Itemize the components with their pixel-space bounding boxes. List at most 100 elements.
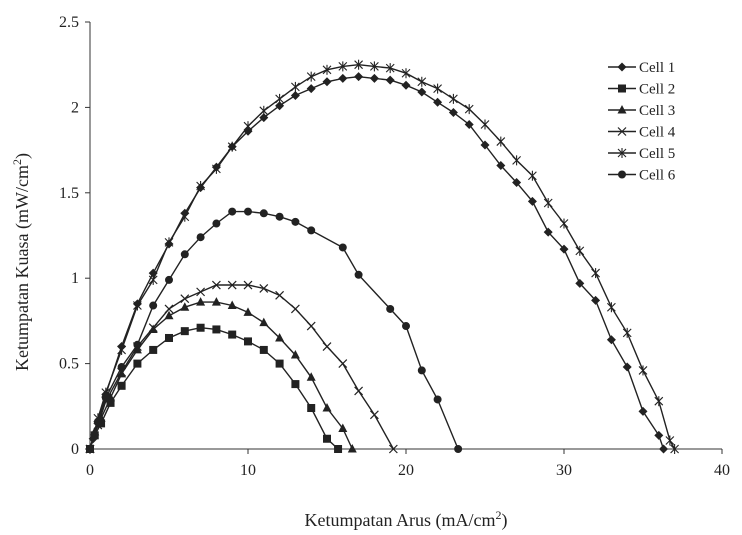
data-point: [322, 64, 332, 75]
legend-label: Cell 1: [639, 60, 675, 76]
data-point: [512, 178, 522, 188]
data-point: [212, 325, 221, 334]
series-line: [89, 63, 676, 450]
data-point: [117, 344, 126, 355]
marker-stroke: [243, 280, 253, 290]
data-point: [212, 163, 221, 174]
data-point: [196, 180, 205, 191]
y-axis-title: Ketumpatan Kuasa (mW/cm2): [10, 153, 33, 371]
data-point: [527, 196, 537, 206]
data-point: [338, 73, 348, 83]
data-point: [388, 444, 398, 454]
series-6: [86, 207, 463, 453]
data-point: [211, 297, 221, 306]
data-point: [259, 317, 269, 327]
legend-label: Cell 5: [639, 146, 675, 162]
data-point: [338, 423, 348, 433]
legend-item: Cell 5: [608, 146, 675, 162]
data-point: [559, 244, 569, 254]
legend-item: Cell 3: [608, 103, 675, 119]
data-point: [244, 207, 252, 216]
data-point: [354, 72, 364, 82]
legend-item: Cell 4: [608, 125, 676, 141]
data-point: [117, 381, 126, 390]
data-point: [385, 63, 395, 74]
data-point: [607, 302, 616, 313]
data-point: [369, 73, 379, 83]
marker-stroke: [290, 304, 300, 314]
data-point: [212, 219, 221, 228]
data-point: [106, 398, 115, 407]
data-point: [454, 445, 463, 453]
data-point: [354, 59, 363, 70]
legend-item: Cell 2: [608, 82, 675, 98]
data-point: [291, 217, 300, 226]
series-4: [85, 280, 398, 454]
marker-stroke: [227, 280, 237, 290]
data-point: [307, 404, 316, 413]
series-line: [89, 210, 459, 450]
data-point: [670, 444, 679, 454]
data-point: [338, 359, 348, 369]
data-point: [196, 287, 206, 297]
data-point: [402, 322, 410, 331]
data-point: [496, 160, 506, 170]
data-point: [228, 330, 237, 339]
series-line: [89, 301, 353, 450]
data-point: [322, 77, 332, 87]
data-point: [148, 274, 158, 285]
data-point: [259, 345, 268, 354]
data-point: [659, 444, 669, 454]
data-point: [401, 68, 411, 79]
data-point: [354, 270, 363, 279]
data-point: [180, 327, 189, 336]
data-point: [512, 155, 521, 166]
marker-stroke: [306, 321, 316, 331]
legend-label: Cell 4: [639, 125, 676, 141]
data-point: [322, 403, 332, 412]
data-point: [323, 434, 331, 443]
data-point: [149, 345, 158, 354]
marker-stroke: [148, 323, 158, 333]
marker-stroke: [259, 284, 269, 293]
data-point: [347, 444, 357, 453]
marker-stroke: [196, 287, 206, 297]
data-point: [496, 136, 506, 147]
marker-stroke: [388, 444, 398, 454]
data-point: [638, 406, 648, 416]
data-point: [148, 323, 158, 333]
data-point: [227, 300, 237, 310]
data-point: [275, 290, 285, 300]
data-point: [259, 105, 269, 116]
plot-area: [85, 59, 679, 454]
data-point: [575, 278, 585, 288]
data-point: [448, 108, 458, 118]
data-point: [665, 435, 675, 446]
data-point: [654, 396, 664, 407]
legend: Cell 1 Cell 2 Cell 3 Cell 4 Cell 5 Cell 6: [608, 60, 676, 184]
data-point: [180, 211, 190, 222]
data-point: [591, 295, 601, 305]
data-point: [543, 198, 553, 209]
legend-label: Cell 6: [639, 168, 676, 184]
marker-stroke: [211, 280, 221, 290]
marker-stroke: [338, 359, 348, 369]
data-point: [227, 280, 237, 290]
data-point: [275, 212, 284, 221]
series-3: [85, 297, 357, 453]
data-point: [591, 268, 600, 279]
data-point: [243, 121, 253, 132]
x-axis-title: Ketumpatan Arus (mA/cm2): [305, 508, 508, 531]
legend-marker: [617, 105, 627, 114]
data-point: [149, 301, 158, 310]
data-point: [386, 304, 395, 313]
marker-stroke: [180, 294, 190, 304]
data-point: [180, 294, 190, 304]
data-point: [275, 93, 284, 104]
data-point: [575, 245, 585, 256]
data-point: [259, 113, 269, 123]
legend-marker: [618, 84, 626, 93]
legend-label: Cell 3: [639, 103, 675, 119]
data-point: [243, 307, 253, 316]
